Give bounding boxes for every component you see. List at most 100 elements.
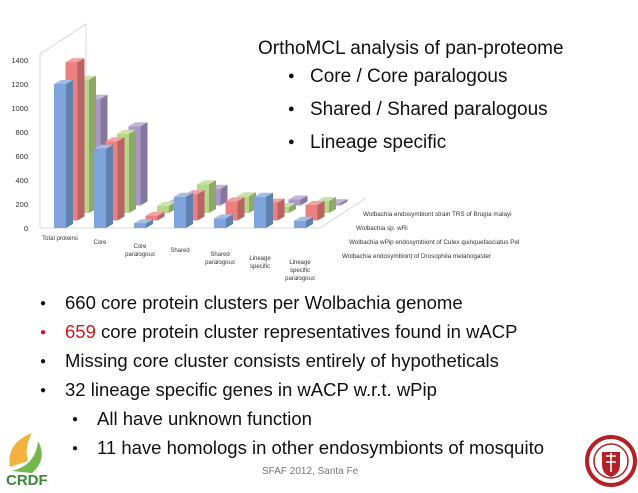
bar-top [105, 137, 125, 142]
series-labels: Wolbachia endosymbiont of Drosophila mel… [342, 211, 519, 260]
bullet-text: 660 core protein clusters per Wolbachia … [65, 292, 463, 313]
bar-top [237, 192, 256, 197]
y-tick-label: 0 [24, 224, 28, 233]
bullet-missing-cluster: Missing core cluster consists entirely o… [40, 348, 544, 377]
category-label: Lineage specific paralogous [285, 260, 315, 282]
bar-top [305, 200, 325, 205]
bar-side [66, 80, 73, 228]
bar-side [266, 192, 273, 228]
series-label: Wolbachia sp. wRi [356, 225, 408, 232]
footer-text: SFAF 2012, Santa Fe [262, 466, 359, 477]
category-label: Lineage specific [249, 256, 271, 270]
bullet-text: All have unknown function [97, 408, 312, 429]
bullet-lineage-genes: 32 lineage specific genes in wACP w.r.t.… [40, 377, 544, 406]
bar [174, 192, 193, 228]
y-tick-label: 800 [15, 128, 28, 137]
bar [214, 214, 233, 228]
bar-front [305, 204, 318, 221]
bar-side [277, 198, 285, 221]
findings-list: 660 core protein clusters per Wolbachia … [40, 290, 544, 464]
bar-top [197, 180, 216, 185]
bar-top [174, 192, 193, 197]
bar-top [117, 129, 136, 134]
bar [145, 211, 165, 221]
bar-top [54, 80, 73, 84]
bar-top [225, 197, 245, 202]
bar-side [157, 211, 165, 221]
bar-top [288, 195, 308, 200]
bar [294, 216, 313, 228]
bar [305, 200, 325, 221]
bar-top [65, 58, 85, 63]
bar [94, 144, 113, 228]
bar-side [220, 184, 228, 206]
bar-top [134, 219, 153, 224]
bar-front [134, 223, 146, 228]
category-label: Shared paralogous [205, 252, 235, 266]
bar-front [294, 220, 306, 228]
bullet-text: core protein cluster representatives fou… [95, 321, 518, 342]
bar-front [288, 199, 301, 206]
bar-side [329, 197, 336, 213]
bar-side [106, 144, 113, 228]
bars [54, 58, 348, 228]
bar [288, 195, 308, 206]
bar-side [340, 199, 348, 206]
bullet-text: 32 lineage specific genes in wACP w.r.t.… [65, 379, 437, 400]
bar [54, 80, 73, 228]
crdf-logo: CRDF [6, 433, 48, 489]
bar-top [94, 144, 113, 149]
bullet-core-clusters: 660 core protein clusters per Wolbachia … [40, 290, 544, 319]
bar-side [226, 214, 233, 228]
bullet-wacp-representatives: 659 core protein cluster representatives… [40, 319, 544, 348]
y-tick-label: 200 [15, 200, 28, 209]
bar-side [209, 180, 216, 213]
y-tick-label: 1400 [11, 56, 28, 65]
bar-top [128, 122, 148, 127]
bar-side [306, 216, 313, 228]
bar-side [140, 122, 148, 206]
bar-front [54, 84, 66, 228]
university-seal-logo [585, 435, 637, 487]
bar-side [197, 190, 205, 221]
bar-side [300, 195, 308, 206]
analysis-categories-list: Core / Core paralogous Shared / Shared p… [288, 64, 548, 163]
bar-side [146, 219, 153, 228]
highlight-number: 659 [65, 321, 96, 342]
bar [134, 219, 153, 228]
y-axis-ticks: 0 200 400 600 800 1000 1200 1400 [11, 56, 28, 233]
bullet-text: 11 have homologs in other endosymbionts … [97, 437, 545, 458]
category-label: Core [93, 240, 107, 246]
side-item-shared: Shared / Shared paralogous [288, 97, 548, 130]
bar-side [237, 197, 245, 221]
y-tick-label: 600 [15, 152, 28, 161]
bar-side [77, 58, 85, 221]
bar-front [157, 205, 169, 213]
bar-front [214, 218, 226, 228]
floor-edge [40, 197, 367, 229]
bar-top [214, 214, 233, 219]
bar-front [254, 196, 266, 228]
category-label: Core paralogous [125, 244, 155, 258]
bullet-text: Missing core cluster consists entirely o… [65, 350, 499, 371]
side-item-core: Core / Core paralogous [288, 64, 548, 97]
bar-side [289, 203, 296, 213]
svg-text:CRDF: CRDF [6, 472, 48, 489]
bar-front [94, 148, 106, 228]
pan-proteome-chart: 0 200 400 600 800 1000 1200 1400 Total proteins… [11, 23, 519, 282]
bar-side [117, 137, 125, 221]
category-label: Shared [170, 248, 189, 254]
category-label: Total proteins [42, 236, 78, 242]
y-tick-label: 400 [15, 176, 28, 185]
y-tick-label: 1000 [11, 104, 28, 113]
series-label: Wolbachia endosymbiont strain TRS of Bru… [363, 211, 512, 218]
side-item-lineage: Lineage specific [288, 130, 548, 163]
bar-top [294, 216, 313, 221]
bar-top [254, 192, 273, 197]
bar-top [157, 201, 176, 206]
slide-subtitle: OrthoMCL analysis of pan-proteome [258, 38, 564, 59]
bar-front [145, 215, 158, 221]
series-label: Wolbachia wPip endosymbiont of Culex qui… [349, 239, 519, 246]
bar-side [186, 192, 193, 228]
bar-top [317, 197, 336, 201]
